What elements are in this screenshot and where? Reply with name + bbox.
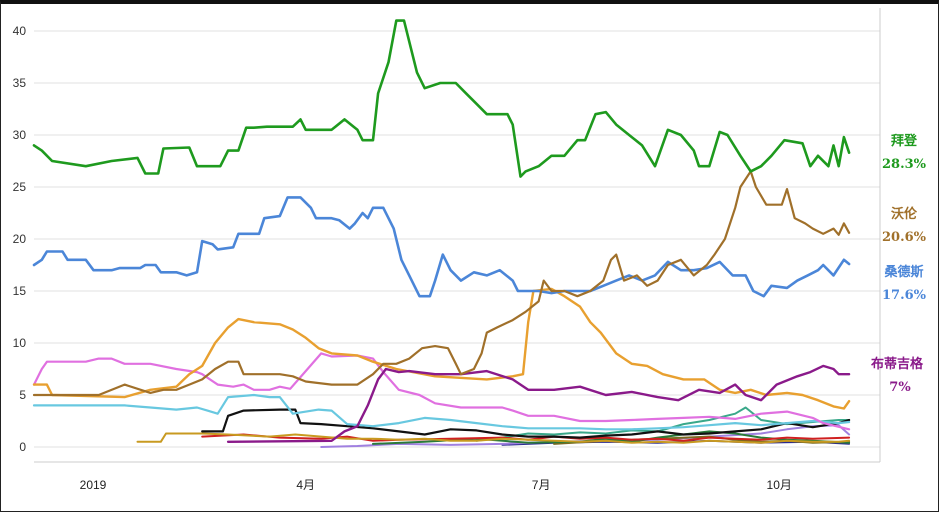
series-line-lightblue	[32, 393, 851, 431]
y-tick-label: 40	[13, 24, 27, 38]
y-tick-label: 10	[13, 336, 27, 350]
series-label-sanders: 桑德斯	[883, 264, 923, 280]
series-label-warren: 沃伦	[891, 206, 918, 222]
y-tick-label: 30	[13, 128, 27, 142]
series-value-warren: 20.6%	[882, 230, 927, 245]
series-line-sanders	[32, 196, 851, 298]
series-value-sanders: 17.6%	[882, 288, 927, 303]
x-axis: 2019 4月 7月 10月	[34, 461, 880, 492]
y-tick-label: 15	[13, 284, 27, 298]
y-axis: 0 5 10 15 20 25 30 35 40	[13, 24, 27, 454]
series-lines	[32, 19, 851, 448]
x-tick-label: 10月	[767, 478, 792, 492]
series-line-biden	[32, 19, 851, 178]
x-tick-label: 4月	[296, 478, 315, 492]
y-tick-label: 35	[13, 76, 27, 90]
series-line-buttigieg	[226, 364, 851, 443]
series-label-biden: 拜登	[891, 133, 918, 149]
y-tick-label: 20	[13, 232, 27, 246]
y-tick-label: 25	[13, 180, 27, 194]
series-line-warren	[32, 170, 851, 397]
series-value-buttigieg: 7%	[889, 380, 911, 395]
grid-lines	[34, 30, 880, 448]
y-tick-label: 0	[19, 440, 26, 454]
series-line-orange	[32, 287, 851, 410]
x-tick-label: 7月	[532, 478, 551, 492]
series-line-gold	[136, 432, 851, 444]
series-labels: 拜登 28.3% 沃伦 20.6% 桑德斯 17.6% 布蒂吉格 7%	[871, 133, 927, 395]
x-tick-label: 2019	[80, 478, 107, 492]
series-value-biden: 28.3%	[882, 157, 927, 172]
series-label-buttigieg: 布蒂吉格	[871, 356, 924, 372]
y-tick-label: 5	[19, 388, 26, 402]
series-line-pink	[32, 352, 851, 431]
